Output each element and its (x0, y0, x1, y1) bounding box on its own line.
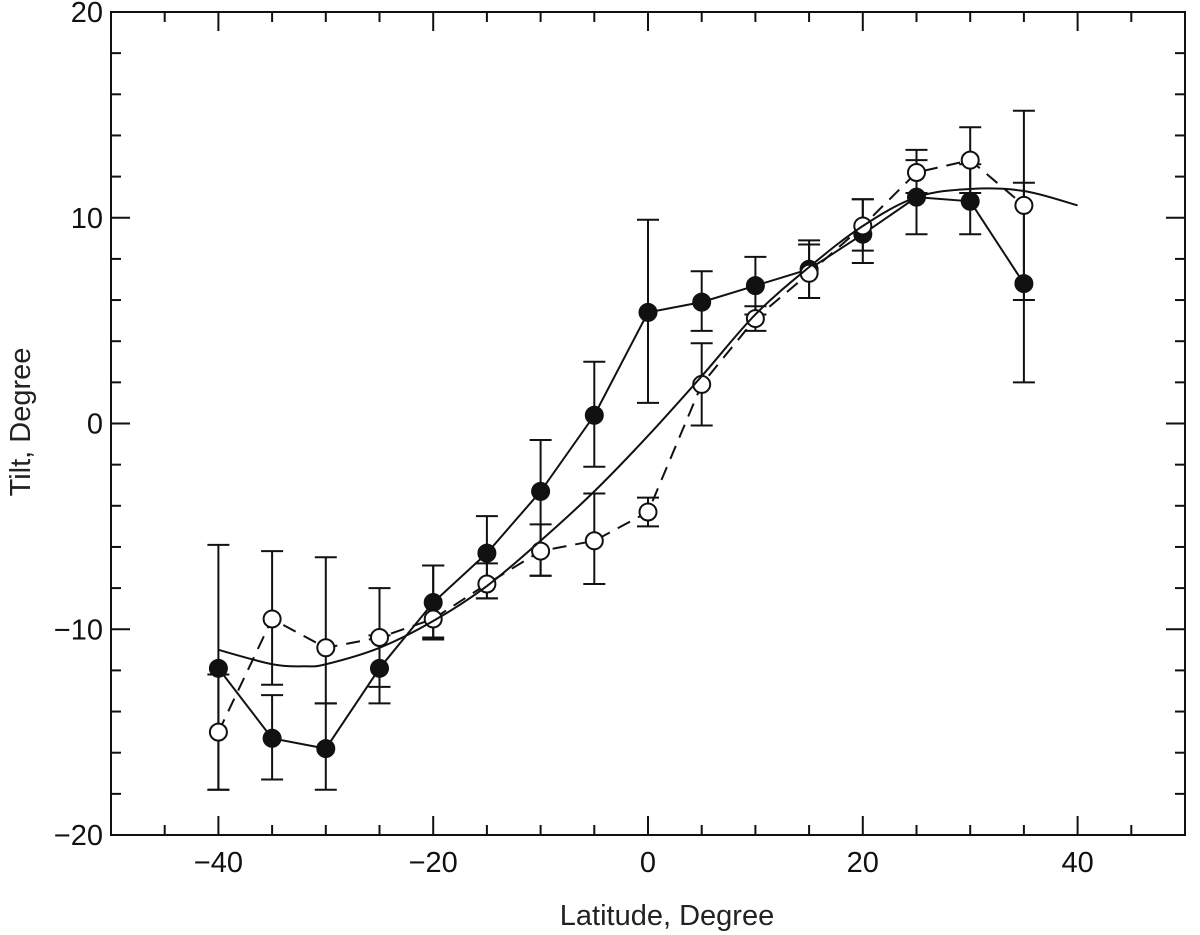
series-fitted-curve (218, 187, 1078, 668)
dashed-connect-line (217, 159, 1025, 733)
filled-point (745, 276, 765, 296)
data-series (207, 109, 1078, 791)
open-point (1014, 195, 1034, 215)
open-point (208, 722, 228, 742)
solid-connect-line (217, 196, 1025, 750)
x-tick-label: −40 (194, 847, 243, 879)
filled-point (960, 191, 980, 211)
x-tick-label: −20 (409, 847, 458, 879)
axis-ticks (110, 11, 1186, 836)
y-tick-label: −10 (54, 614, 103, 646)
series-open-circles (207, 109, 1035, 791)
series-filled-circles (207, 159, 1035, 791)
open-point (745, 309, 765, 329)
y-tick-label: 20 (71, 0, 103, 29)
open-point (960, 150, 980, 170)
x-tick-label: 0 (640, 847, 656, 879)
fit-curve-line (218, 187, 1078, 668)
x-axis-title: Latitude, Degree (560, 900, 774, 932)
filled-point (531, 481, 551, 501)
filled-point (316, 739, 336, 759)
y-tick-label: 10 (71, 203, 103, 235)
filled-point (692, 292, 712, 312)
y-tick-label: 0 (87, 409, 103, 441)
filled-point (638, 302, 658, 322)
open-point (262, 609, 282, 629)
open-point (584, 531, 604, 551)
open-point (692, 374, 712, 394)
axis-tick-labels: −40 −20 0 20 40 −20 −10 0 10 20 (54, 0, 1094, 879)
filled-point (477, 543, 497, 563)
x-tick-label: 20 (847, 847, 879, 879)
open-point (907, 162, 926, 182)
filled-point (262, 728, 282, 748)
open-point (531, 541, 551, 561)
open-point (638, 502, 658, 522)
filled-point (584, 405, 604, 425)
open-point (316, 638, 336, 658)
y-axis-title: Tilt, Degree (5, 348, 37, 497)
x-tick-label: 40 (1061, 847, 1093, 879)
open-point (370, 627, 389, 647)
y-tick-label: −20 (54, 820, 103, 852)
